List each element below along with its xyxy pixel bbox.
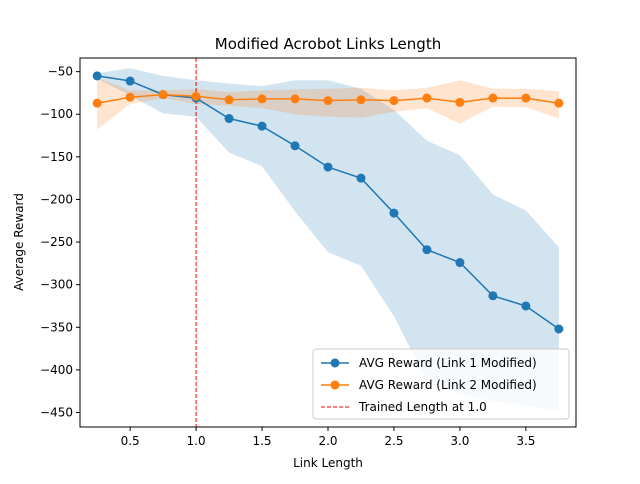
y-tick-label: −400 [40, 363, 73, 377]
data-point-series-1 [488, 291, 498, 301]
x-axis-ticks: 0.5 1.0 1.5 2.0 2.5 3.0 3.5 [121, 427, 535, 448]
data-point-series-1 [257, 121, 267, 131]
y-tick-label: −150 [40, 150, 73, 164]
data-point-series-2 [356, 95, 366, 105]
data-point-series-1 [554, 324, 564, 334]
x-tick-label: 1.0 [187, 434, 206, 448]
confidence-band-series-1 [97, 68, 559, 411]
data-point-series-2 [554, 98, 564, 108]
data-point-series-2 [389, 96, 399, 106]
data-point-series-2 [92, 98, 102, 108]
legend-label-reference: Trained Length at 1.0 [358, 400, 487, 414]
data-point-series-1 [125, 76, 135, 86]
data-point-series-1 [290, 141, 300, 151]
data-point-series-2 [323, 96, 333, 106]
x-tick-label: 0.5 [121, 434, 140, 448]
data-point-series-1 [422, 245, 432, 255]
y-tick-label: −450 [40, 406, 73, 420]
y-tick-label: −100 [40, 107, 73, 121]
x-tick-label: 3.0 [450, 434, 469, 448]
data-point-series-2 [488, 93, 498, 103]
data-point-series-1 [521, 301, 531, 311]
x-tick-label: 1.5 [252, 434, 271, 448]
y-tick-label: −50 [48, 65, 73, 79]
x-tick-label: 2.0 [318, 434, 337, 448]
x-tick-label: 3.5 [516, 434, 535, 448]
data-point-series-1 [92, 71, 102, 81]
data-point-series-2 [257, 94, 267, 104]
y-tick-label: −200 [40, 192, 73, 206]
y-tick-label: −250 [40, 235, 73, 249]
data-point-series-2 [125, 92, 135, 102]
data-point-series-2 [191, 91, 201, 101]
y-axis-ticks: −50 −100 −150 −200 −250 −300 −350 −400 −450 [40, 65, 80, 420]
data-point-series-1 [224, 114, 234, 124]
data-point-series-2 [521, 93, 531, 103]
legend-label-series-1: AVG Reward (Link 1 Modified) [359, 356, 537, 370]
legend-marker-series-2 [330, 380, 340, 390]
y-axis-label: Average Reward [12, 193, 26, 291]
series-markers [92, 71, 564, 334]
legend-label-series-2: AVG Reward (Link 2 Modified) [359, 378, 537, 392]
data-point-series-2 [290, 94, 300, 104]
chart-title: Modified Acrobot Links Length [215, 35, 441, 53]
y-tick-label: −350 [40, 320, 73, 334]
data-point-series-2 [422, 93, 432, 103]
legend-box [312, 348, 570, 420]
chart-legend: AVG Reward (Link 1 Modified) AVG Reward (… [312, 348, 570, 420]
legend-marker-series-1 [330, 358, 340, 368]
data-point-series-2 [455, 97, 465, 107]
data-point-series-1 [389, 208, 399, 218]
data-point-series-2 [158, 90, 168, 100]
x-tick-label: 2.5 [384, 434, 403, 448]
data-point-series-1 [455, 258, 465, 268]
data-point-series-1 [356, 173, 366, 183]
data-point-series-1 [323, 162, 333, 172]
data-point-series-2 [224, 95, 234, 105]
x-axis-label: Link Length [293, 456, 363, 470]
y-tick-label: −300 [40, 278, 73, 292]
